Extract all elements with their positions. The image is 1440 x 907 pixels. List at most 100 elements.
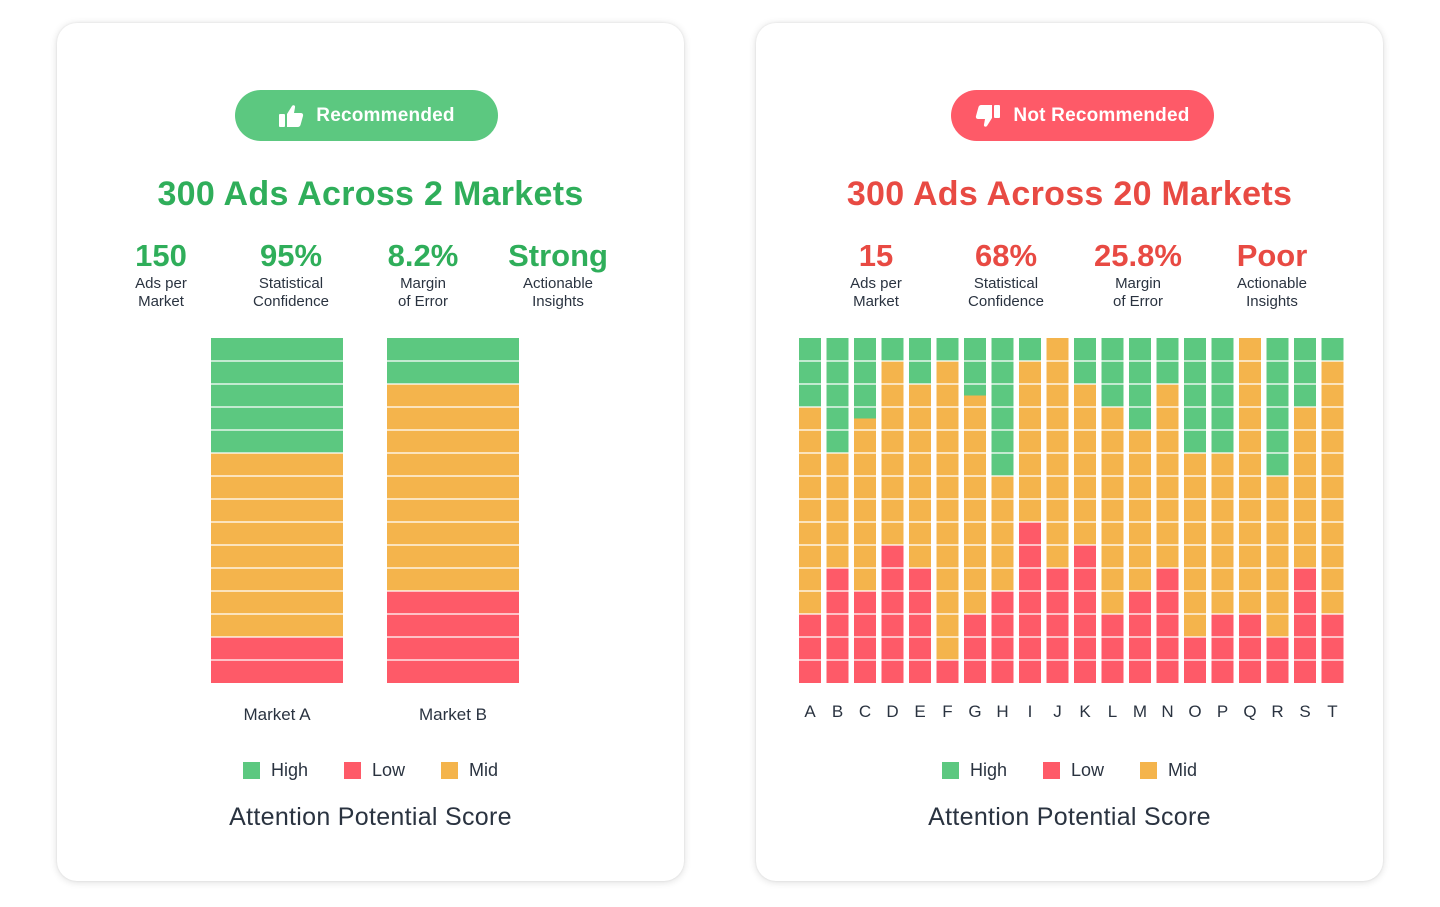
category-label: E <box>914 702 925 721</box>
legend-label: Mid <box>1168 760 1198 780</box>
bar-segment-low-f <box>936 660 959 683</box>
stat-value: 8.2% <box>387 238 459 273</box>
x-axis-title: Attention Potential Score <box>229 803 512 831</box>
stat-statistical-confidence: 95% Statistical Confidence <box>221 237 361 311</box>
category-label: G <box>968 702 981 721</box>
bar-segment-mid-m <box>1129 430 1151 591</box>
bar-segment-mid-s <box>1294 407 1316 568</box>
x-axis-title: Attention Potential Score <box>928 803 1211 831</box>
legend-label: Low <box>371 760 406 780</box>
stat-ads-per-market: 150 Ads per Market <box>91 237 231 311</box>
legend-swatch-high <box>941 762 959 779</box>
category-label: H <box>996 702 1008 721</box>
bar-segment-mid-f <box>936 361 959 660</box>
category-label: Market A <box>243 705 311 724</box>
category-label: N <box>1161 702 1173 721</box>
stacked-bar-chart-2-markets: Market A Market B <box>211 338 519 724</box>
thumbs-up-icon <box>278 104 304 128</box>
not-recommended-badge: Not Recommended <box>951 90 1214 141</box>
bar-segment-low-j <box>1046 568 1069 683</box>
legend-swatch-high <box>242 762 260 779</box>
category-label: F <box>942 702 952 721</box>
legend-item-mid: Mid <box>441 760 498 781</box>
bar-segment-high-a <box>799 338 821 407</box>
category-label: P <box>1217 702 1228 721</box>
category-label: K <box>1079 702 1091 721</box>
stat-label: Ads per Market <box>135 275 187 310</box>
bar-segment-low-s <box>1294 568 1316 683</box>
badge-label: Recommended <box>316 104 455 126</box>
bar-segment-high-i <box>1019 338 1041 361</box>
legend-label: High <box>969 760 1007 780</box>
stat-value: 150 <box>135 238 187 273</box>
bar-segment-mid-market-b <box>387 384 519 591</box>
category-label: J <box>1053 702 1062 721</box>
stat-statistical-confidence: 68% Statistical Confidence <box>936 237 1076 311</box>
stat-value: 25.8% <box>1094 238 1182 273</box>
stat-label: Margin of Error <box>1112 275 1163 310</box>
bar-segment-mid-r <box>1266 476 1289 637</box>
legend-swatch-mid <box>441 762 459 779</box>
stat-value: 15 <box>858 238 894 273</box>
bar-segment-high-d <box>881 338 904 361</box>
bar-segment-mid-c <box>854 418 876 591</box>
category-label: R <box>1271 702 1283 721</box>
legend-swatch-low <box>1042 762 1060 779</box>
bar-segment-mid-a <box>799 407 821 614</box>
stat-value: Poor <box>1236 238 1308 273</box>
not-recommended-card: Not Recommended 300 Ads Across 20 Market… <box>756 23 1383 881</box>
category-label: B <box>832 702 843 721</box>
legend-item-mid: Mid <box>1140 760 1197 781</box>
bar-segment-mid-t <box>1321 361 1344 614</box>
stat-label: Margin of Error <box>397 275 448 310</box>
bar-segment-mid-l <box>1101 407 1124 614</box>
legend-item-low: Low <box>343 760 406 781</box>
bar-segment-mid-h <box>991 476 1014 591</box>
legend-swatch-low <box>343 762 361 779</box>
badge-label: Not Recommended <box>1013 104 1190 126</box>
bar-segment-low-p <box>1211 614 1234 683</box>
stat-actionable-insights: Strong Actionable Insights <box>488 237 628 311</box>
chart-legend: High Low Mid <box>57 760 684 781</box>
bar-segment-high-market-a <box>211 338 343 453</box>
category-label: M <box>1133 702 1147 721</box>
legend-item-low: Low <box>1042 760 1104 781</box>
chart-legend: High Low Mid <box>756 760 1383 781</box>
category-label: A <box>804 702 816 721</box>
bar-segment-low-a <box>799 614 821 683</box>
bar-segment-mid-k <box>1074 384 1096 545</box>
chart-title: 300 Ads Across 2 Markets <box>157 175 584 213</box>
stat-actionable-insights: Poor Actionable Insights <box>1202 237 1342 311</box>
stat-value: 95% <box>259 238 323 273</box>
stat-label: Actionable Insights <box>1236 275 1308 310</box>
recommended-badge: Recommended <box>235 90 498 141</box>
stat-label: Actionable Insights <box>522 275 594 310</box>
recommended-card: Recommended 300 Ads Across 2 Markets 150… <box>57 23 684 881</box>
legend-item-high: High <box>941 760 1007 781</box>
bar-segment-low-q <box>1239 614 1261 683</box>
bar-segment-high-t <box>1321 338 1344 361</box>
bar-segment-low-g <box>964 614 986 683</box>
category-label: D <box>886 702 898 721</box>
legend-item-high: High <box>242 760 308 781</box>
legend-label: High <box>270 760 308 780</box>
category-label: L <box>1108 702 1117 721</box>
bar-segment-mid-b <box>826 453 849 568</box>
thumbs-down-icon <box>975 104 1001 128</box>
chart-title: 300 Ads Across 20 Markets <box>846 175 1293 213</box>
bar-segment-low-i <box>1019 522 1041 683</box>
category-label: I <box>1028 702 1033 721</box>
bar-segment-mid-g <box>964 395 986 614</box>
stat-label: Statistical Confidence <box>968 275 1044 310</box>
bar-segment-high-s <box>1294 338 1316 407</box>
stat-value: 68% <box>974 238 1038 273</box>
category-label: O <box>1188 702 1201 721</box>
bar-segment-high-p <box>1211 338 1234 453</box>
bar-segment-mid-p <box>1211 453 1234 614</box>
category-label: C <box>859 702 871 721</box>
bar-segment-low-b <box>826 568 849 683</box>
category-label: Market B <box>419 705 487 724</box>
bar-segment-low-t <box>1321 614 1344 683</box>
bar-segment-low-n <box>1156 568 1179 683</box>
